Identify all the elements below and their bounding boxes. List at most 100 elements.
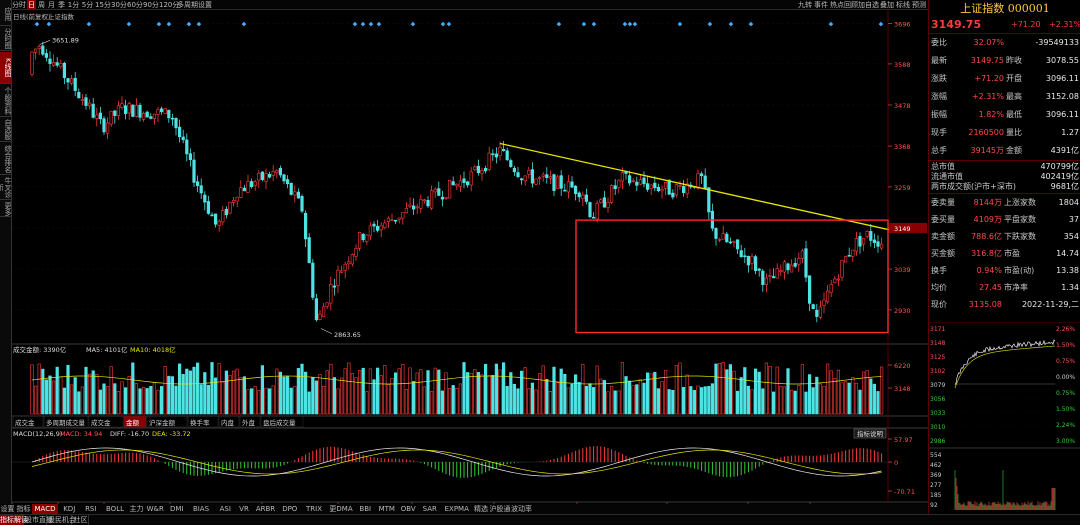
toolbar-right-5[interactable]: 标线	[896, 1, 910, 9]
indicator-bottom-tab-0[interactable]: 设置	[0, 505, 15, 513]
period-tab-9[interactable]: 60分	[127, 1, 143, 9]
sidebar-tab-2[interactable]: K线图	[0, 52, 12, 84]
event-marker[interactable]	[748, 21, 754, 27]
indicator-bottom-tab-1[interactable]: 指标	[16, 505, 31, 513]
indicator-bottom-tab-20[interactable]: EXPMA	[444, 505, 469, 513]
event-marker[interactable]	[34, 21, 40, 27]
sidebar-tab-1[interactable]: 分时图	[0, 27, 12, 51]
bottom-left-tab-1[interactable]: 股市直播	[25, 515, 53, 525]
event-marker[interactable]	[352, 21, 358, 27]
event-marker[interactable]	[156, 21, 162, 27]
highlight-box[interactable]	[575, 219, 889, 334]
period-tab-5[interactable]: 1分	[67, 1, 80, 9]
indicator-bottom-tab-15[interactable]: 更DMA	[329, 505, 353, 513]
indicator-bottom-tab-16[interactable]: BBI	[359, 505, 372, 513]
toolbar-right-4[interactable]: 叠加	[880, 1, 894, 9]
period-tab-10[interactable]: 90分	[143, 1, 159, 9]
indicator-bottom-tab-2[interactable]: MACD	[32, 504, 58, 514]
event-marker[interactable]	[581, 21, 587, 27]
event-marker[interactable]	[186, 21, 192, 27]
event-marker[interactable]	[728, 21, 734, 27]
indicator-tab-1[interactable]: 多周期成交量	[43, 415, 89, 428]
period-tab-4[interactable]: 季	[58, 1, 65, 9]
indicator-tab-7[interactable]: 外盘	[239, 415, 261, 428]
indicator-bottom-tab-8[interactable]: DMI	[170, 505, 184, 513]
event-marker[interactable]	[591, 21, 597, 27]
event-marker[interactable]	[828, 21, 834, 27]
event-marker[interactable]	[368, 21, 374, 27]
kline-chart-svg[interactable]: 日线(前复权)上证指数 3696 3588 3478 3368 3259 3149 3039 2…	[11, 10, 928, 514]
toolbar-right-3[interactable]: 加自选	[858, 1, 879, 9]
event-marker[interactable]	[86, 21, 92, 27]
bottom-left-tab-3[interactable]: 社区	[73, 515, 89, 525]
toolbar-right-6[interactable]: 预测	[912, 1, 926, 9]
indicator-bottom-tab-22[interactable]: 沪股通	[489, 505, 511, 513]
bottom-left-tab-0[interactable]: 指标解读	[0, 515, 28, 525]
indicator-bottom-tab-7[interactable]: W&R	[146, 505, 164, 513]
intraday-mini-svg[interactable]: 3171 3148 3125 3102 3079 3056 3033 3010 2986 2.26…	[929, 321, 1080, 514]
indicator-bottom-tab-9[interactable]: BIAS	[192, 505, 210, 513]
period-tab-11[interactable]: 120分	[159, 1, 180, 9]
event-marker[interactable]	[166, 21, 172, 27]
toolbar-right-1[interactable]: 事件	[814, 1, 828, 9]
period-tab-0[interactable]: 分时	[12, 1, 26, 9]
sidebar-tab-7[interactable]: 更多	[0, 201, 12, 217]
indicator-bottom-tab-21[interactable]: 精选	[474, 505, 488, 513]
event-marker[interactable]	[677, 21, 683, 27]
event-marker[interactable]	[126, 21, 132, 27]
indicator-bottom-tab-12[interactable]: ARBR	[255, 505, 276, 513]
period-tab-8[interactable]: 30分	[111, 1, 127, 9]
toolbar-right-2[interactable]: 热点回顾	[830, 1, 858, 9]
chart-area[interactable]: 日线(前复权)上证指数 3696 3588 3478 3368 3259 3149 3039 2…	[0, 10, 928, 514]
indicator-bottom-tab-23[interactable]: 波动率	[511, 505, 532, 513]
period-tab-7[interactable]: 15分	[95, 1, 111, 9]
indicator-tab-2[interactable]: 成交金	[88, 415, 124, 428]
period-tab-1[interactable]: 日	[27, 0, 36, 10]
indicator-bottom-tab-19[interactable]: SAR	[422, 505, 437, 513]
macd-histogram[interactable]	[32, 446, 883, 478]
sidebar-tab-6[interactable]: 牛叉诊断	[0, 177, 12, 200]
event-marker[interactable]	[446, 21, 452, 27]
period-tab-13[interactable]: 设置	[198, 1, 212, 9]
event-marker[interactable]	[440, 21, 446, 27]
indicator-tab-0[interactable]: 成交金	[12, 415, 44, 428]
indicator-bottom-tab-18[interactable]: OBV	[400, 505, 416, 513]
indicator-tab-6[interactable]: 内盘	[218, 415, 240, 428]
indicator-bottom-tab-4[interactable]: RSI	[85, 505, 97, 513]
event-marker[interactable]	[707, 21, 713, 27]
period-tab-2[interactable]: 周	[38, 1, 45, 9]
indicator-tab-8[interactable]: 盘后成交量	[260, 415, 304, 428]
indicator-bottom-tab-5[interactable]: BOLL	[106, 505, 124, 513]
event-marker[interactable]	[410, 21, 416, 27]
event-marker[interactable]	[241, 21, 247, 27]
trendline[interactable]	[499, 142, 899, 233]
bottom-left-tab-2[interactable]: 股民机会	[48, 515, 76, 525]
period-tab-12[interactable]: 多周期	[177, 1, 198, 9]
indicator-tab-4[interactable]: 沪深金额	[146, 415, 188, 428]
period-tab-3[interactable]: 月	[48, 1, 55, 9]
candlesticks[interactable]	[30, 41, 884, 323]
indicator-bottom-tab-11[interactable]: VR	[239, 505, 249, 513]
period-tab-6[interactable]: 5分	[81, 1, 94, 9]
event-marker[interactable]	[360, 21, 366, 27]
intraday-mini-chart[interactable]: 3171 3148 3125 3102 3079 3056 3033 3010 2986 2.26…	[929, 321, 1080, 514]
sidebar-tab-3[interactable]: 个股资料	[0, 85, 12, 117]
sidebar-tab-0[interactable]: 应用	[0, 2, 12, 26]
indicator-bottom-tab-10[interactable]: ASI	[219, 505, 231, 513]
indicator-bottom-tab-17[interactable]: MTM	[378, 505, 395, 513]
event-marker[interactable]	[878, 21, 884, 27]
event-marker[interactable]	[46, 21, 52, 27]
indicator-tab-5[interactable]: 换手率	[187, 415, 219, 428]
indicator-help-button[interactable]: 指标说明	[853, 428, 887, 439]
event-marker[interactable]	[376, 21, 382, 27]
event-marker[interactable]	[627, 21, 633, 27]
indicator-bottom-tab-13[interactable]: DPO	[282, 505, 298, 513]
indicator-tab-3[interactable]: 金额	[123, 415, 147, 428]
toolbar-right-0[interactable]: 九转	[798, 1, 812, 9]
event-marker[interactable]	[622, 21, 628, 27]
sidebar-tab-4[interactable]: 自选股	[0, 118, 12, 142]
volume-bars[interactable]	[30, 362, 884, 415]
event-marker[interactable]	[196, 21, 202, 27]
event-marker[interactable]	[632, 21, 638, 27]
sidebar-tab-5[interactable]: 综合排名	[0, 143, 12, 175]
